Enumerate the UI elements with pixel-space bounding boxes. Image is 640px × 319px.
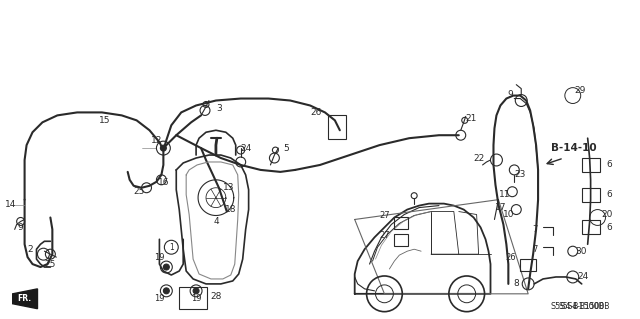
Bar: [520, 259, 536, 271]
Circle shape: [161, 145, 166, 151]
Text: 13: 13: [223, 183, 234, 192]
Text: 18: 18: [225, 205, 237, 214]
Text: 25: 25: [133, 187, 144, 196]
Text: 21: 21: [465, 114, 476, 123]
Text: 29: 29: [574, 86, 586, 95]
Text: 27: 27: [379, 231, 390, 240]
Text: 7: 7: [532, 225, 538, 234]
Text: 27: 27: [379, 211, 390, 220]
Circle shape: [163, 288, 170, 294]
Polygon shape: [13, 289, 38, 309]
Text: 9: 9: [18, 223, 24, 232]
Text: 19: 19: [154, 253, 164, 262]
Text: S5S4-B1500B: S5S4-B1500B: [550, 302, 605, 311]
Bar: [179, 287, 207, 309]
Bar: [394, 234, 408, 246]
Text: 17: 17: [495, 203, 506, 212]
Text: 28: 28: [210, 292, 221, 301]
Text: 19: 19: [154, 294, 164, 303]
Text: 12: 12: [151, 136, 162, 145]
Text: 20: 20: [602, 210, 613, 219]
Text: 1: 1: [169, 243, 173, 252]
Text: 25: 25: [45, 260, 56, 269]
Text: 24: 24: [240, 144, 252, 152]
Bar: [394, 218, 408, 229]
Text: 26: 26: [505, 253, 516, 262]
Bar: [582, 220, 600, 234]
Text: 11: 11: [499, 190, 510, 199]
Text: 8: 8: [513, 279, 519, 288]
Bar: [328, 115, 346, 139]
Text: 16: 16: [157, 178, 169, 187]
Circle shape: [163, 264, 170, 270]
Text: 10: 10: [502, 210, 514, 219]
Text: FR.: FR.: [17, 294, 31, 303]
Text: 15: 15: [99, 116, 111, 125]
Text: 3: 3: [216, 104, 222, 113]
Text: 5: 5: [284, 144, 289, 152]
Text: 6: 6: [607, 190, 612, 199]
Text: 2: 2: [28, 245, 33, 254]
Text: 26: 26: [310, 108, 322, 117]
Text: 23: 23: [515, 170, 526, 179]
Text: 6: 6: [607, 160, 612, 169]
Text: 30: 30: [575, 247, 586, 256]
Text: B-14-10: B-14-10: [551, 143, 596, 153]
Text: 6: 6: [607, 223, 612, 232]
Text: 19: 19: [191, 294, 202, 303]
Bar: [582, 188, 600, 202]
Circle shape: [193, 288, 199, 294]
Text: 24: 24: [577, 272, 588, 281]
Text: 7: 7: [532, 245, 538, 254]
Text: S5S4-B1500B: S5S4-B1500B: [559, 302, 611, 311]
Bar: [582, 158, 600, 172]
Text: 14: 14: [5, 200, 17, 209]
Text: 22: 22: [473, 153, 484, 162]
Text: 4: 4: [213, 217, 219, 226]
Text: 9: 9: [508, 90, 513, 99]
